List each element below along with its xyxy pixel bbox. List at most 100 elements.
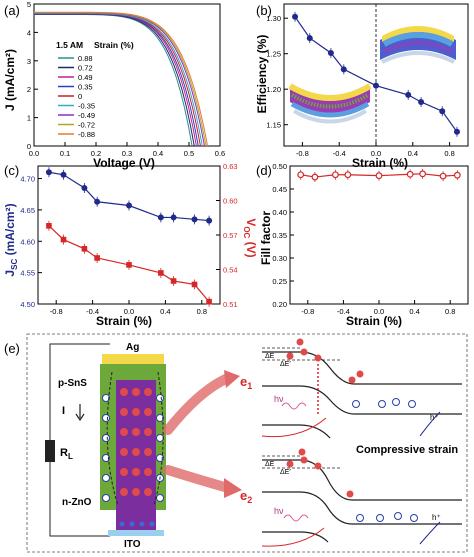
e1-label: e1 <box>240 374 252 391</box>
electron-icon <box>144 448 152 456</box>
hole-icon <box>410 514 418 522</box>
hole-icon <box>102 414 110 422</box>
electron-icon <box>144 468 152 476</box>
hole-icon <box>394 512 402 520</box>
panel-c-ytick-label: 4.70 <box>20 175 35 184</box>
current-label: I <box>62 405 65 417</box>
panel-c-ytick-label: 4.60 <box>20 237 35 246</box>
jsc-line <box>48 171 210 222</box>
panel-d-ytick-label: 0.35 <box>272 231 287 240</box>
efficiency-point <box>418 98 425 105</box>
electron-icon <box>132 408 140 416</box>
panel-a-xtick-label: 0.0 <box>29 149 39 158</box>
hv-2: hν <box>274 506 284 516</box>
electron-icon <box>144 388 152 396</box>
panel-b-ytick-label: 1.30 <box>266 14 281 23</box>
panel-a-ytick-label: 5 <box>27 0 31 9</box>
electron-icon <box>132 468 140 476</box>
efficiency-point <box>453 128 460 135</box>
electron-icon <box>346 490 354 498</box>
panel-b-ytick-label: 1.25 <box>266 50 281 59</box>
hole-icon <box>376 514 384 522</box>
panel-d-xlabel: Strain (%) <box>346 314 402 328</box>
panel-d-xtick-label: 0.4 <box>409 307 419 316</box>
electron-icon <box>300 348 308 356</box>
fill-factor-point <box>419 170 427 178</box>
panel-d-ylabel: Fill factor <box>259 211 273 265</box>
voc-point <box>170 278 177 284</box>
jv-curve--0.88 <box>34 11 209 147</box>
electron-icon <box>296 338 304 346</box>
electron-icon <box>314 354 322 362</box>
panel-a-xlabel: Voltage (V) <box>93 156 155 170</box>
ag-electrode <box>102 354 164 364</box>
ito-label: ITO <box>124 539 141 550</box>
panel-c-ylabel-left: JSC (mA/cm²) <box>3 203 19 276</box>
electron-icon <box>120 448 128 456</box>
voc-point <box>94 255 100 261</box>
legend-entry: 0.72 <box>78 64 93 73</box>
panel-a-legend-title: 1.5 AM <box>56 40 83 50</box>
panel-b-xtick-label: 0.0 <box>371 149 381 158</box>
panel-c-ytick-right-label: 0.57 <box>223 231 238 240</box>
hole-icon <box>408 400 416 408</box>
delta-e-prime-2: ΔE′ <box>280 469 291 476</box>
hole-icon <box>356 514 364 522</box>
legend-entry: -0.72 <box>78 121 95 130</box>
panel-d-ytick-label: 0.25 <box>272 277 287 286</box>
psns-label: p-SnS <box>58 378 87 389</box>
compressive-label: Compressive strain <box>356 444 458 456</box>
jsc-point <box>206 217 213 224</box>
panel-c-ylabel-right: VOC (V) <box>242 218 258 257</box>
hole-icon <box>156 494 164 502</box>
panel-c-ytick-right-label: 0.63 <box>223 162 238 171</box>
jsc-point <box>94 198 101 205</box>
legend-entry: -0.35 <box>78 102 95 111</box>
electron-icon <box>132 488 140 496</box>
panel-b-label: (b) <box>256 3 272 18</box>
panel-c-xtick-label: -0.4 <box>86 307 99 316</box>
electron-icon <box>120 428 128 436</box>
panel-b-xtick-label: -0.8 <box>296 149 309 158</box>
load-resistor-label: RL <box>60 447 73 461</box>
jv-curve-0.35 <box>34 13 199 147</box>
panel-c-ytick-right-label: 0.60 <box>223 197 238 206</box>
jsc-point <box>126 202 132 209</box>
load-resistor <box>45 440 55 462</box>
voc-point <box>81 246 88 252</box>
panel-a-ylabel: J (mA/cm²) <box>3 49 17 111</box>
panel-b-ytick-label: 1.20 <box>266 85 281 94</box>
jsc-point <box>157 214 164 221</box>
electron-icon <box>356 370 364 378</box>
electron-icon <box>132 428 140 436</box>
current-arrow <box>75 404 85 422</box>
hole-icon <box>156 434 164 442</box>
electron-icon <box>132 388 140 396</box>
panel-a-xtick-label: 0.2 <box>91 149 101 158</box>
electron-icon <box>132 448 140 456</box>
panel-d-ytick-label: 0.40 <box>272 208 287 217</box>
panel-d-ytick-label: 0.30 <box>272 254 287 263</box>
hole-icon <box>119 521 125 527</box>
electron-icon <box>120 408 128 416</box>
panel-c-xtick-label: -0.8 <box>50 307 63 316</box>
panel-d-label: (d) <box>256 163 272 178</box>
voc-point <box>60 236 67 243</box>
hole-icon <box>156 414 164 422</box>
electron-icon <box>300 456 308 464</box>
jsc-point <box>170 214 177 221</box>
jv-curve--0.72 <box>34 12 207 147</box>
panel-a-ytick-label: 2 <box>27 85 31 94</box>
fill-factor-point <box>344 171 352 179</box>
legend-entry: 0.88 <box>78 54 93 63</box>
panel-d-xtick-label: 0.0 <box>374 307 384 316</box>
fill-factor-point <box>297 171 305 179</box>
inset-concave-device <box>288 83 372 124</box>
panel-a-xtick-label: 0.5 <box>184 149 194 158</box>
panel-c-xtick-label: 0.4 <box>160 307 170 316</box>
electron-icon <box>144 428 152 436</box>
jv-curve-0 <box>34 13 201 147</box>
hole-icon <box>102 454 110 462</box>
efficiency-point <box>306 35 313 42</box>
